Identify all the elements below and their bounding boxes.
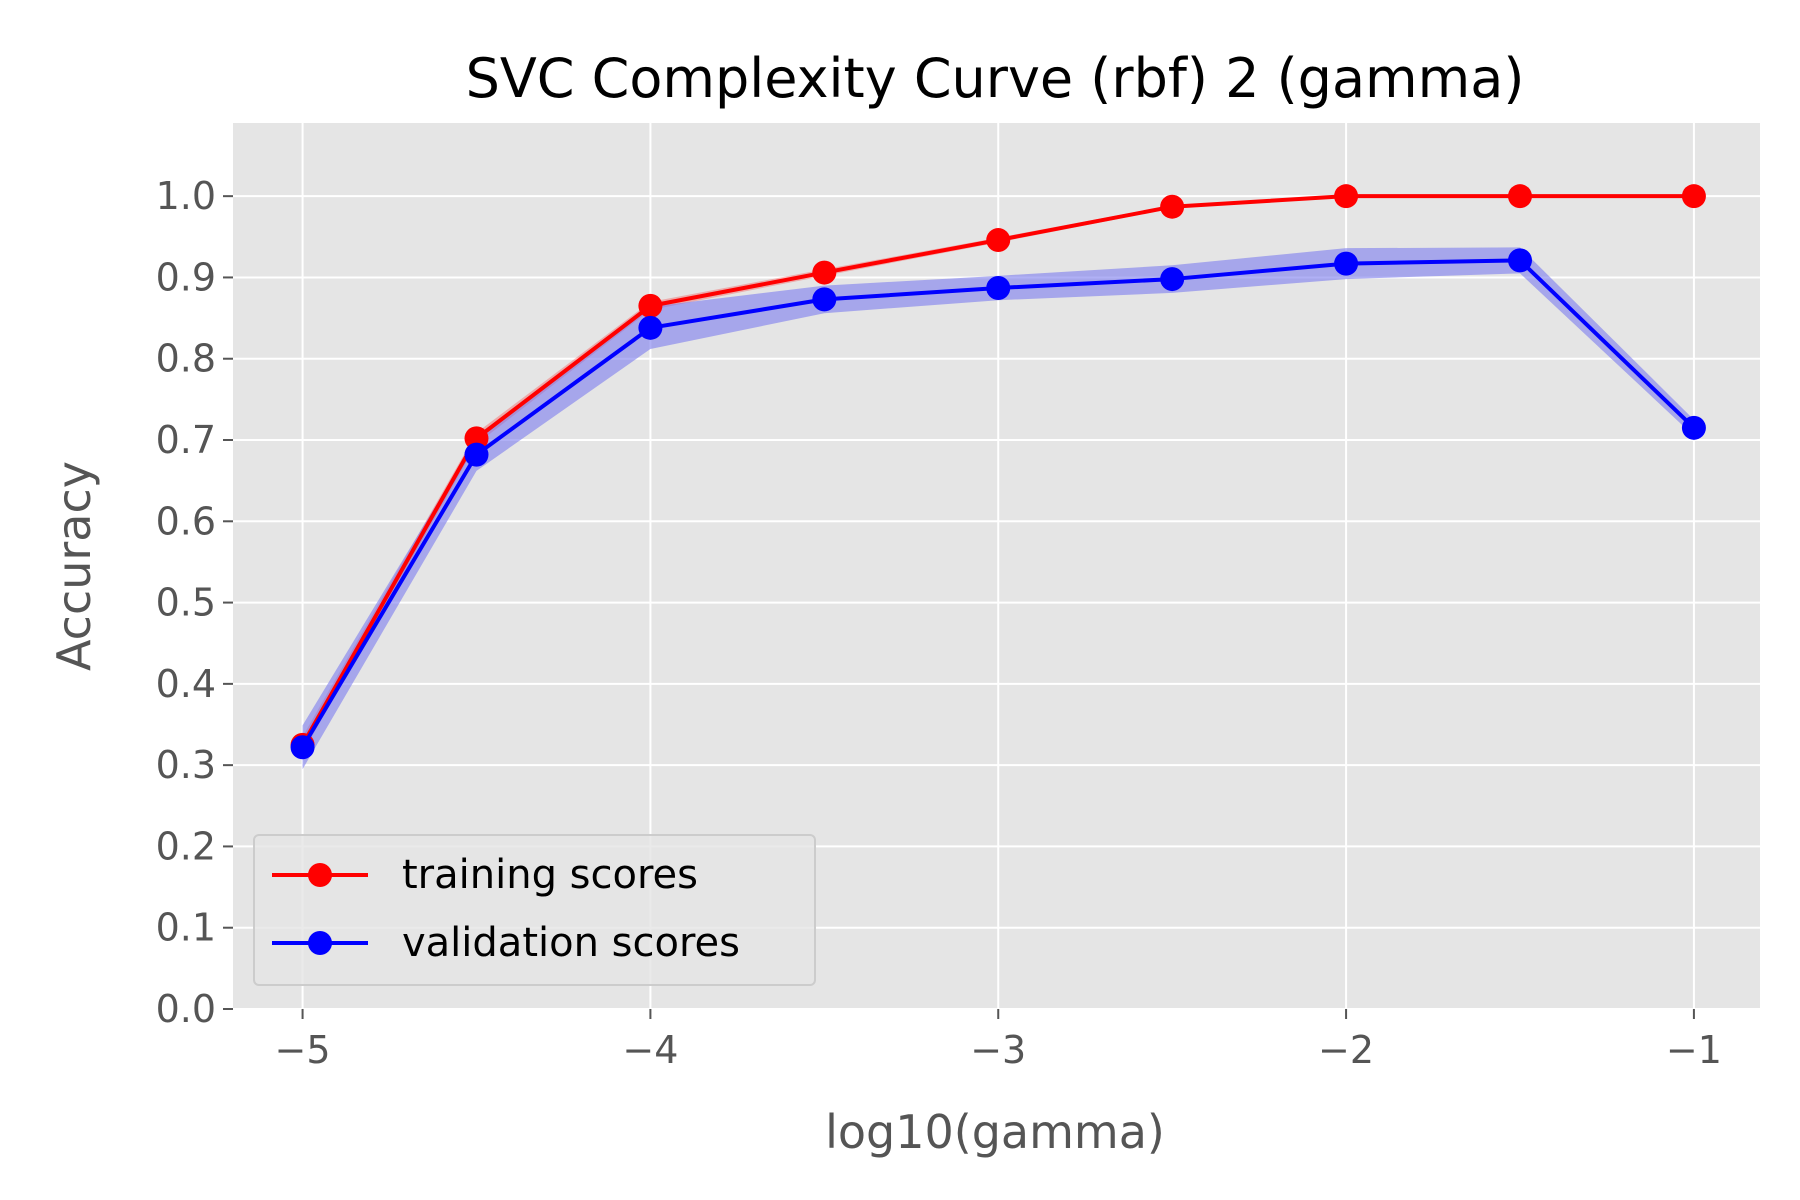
y-tick-label: 0.5	[156, 581, 216, 625]
legend-marker-validation	[308, 931, 332, 955]
y-tick-label: 0.8	[156, 337, 216, 381]
data-point-validation	[1334, 251, 1359, 276]
data-point-training	[1334, 184, 1359, 209]
legend-box	[253, 834, 816, 986]
data-point-validation	[1160, 267, 1185, 292]
band-validation	[302, 247, 1694, 770]
y-axis-label: Accuracy	[47, 461, 101, 671]
y-tick-label: 0.7	[156, 418, 216, 462]
data-point-training	[1681, 184, 1706, 209]
data-point-validation	[464, 442, 489, 467]
data-point-validation	[1681, 415, 1706, 440]
data-point-training	[638, 293, 663, 318]
y-tick-label: 1.0	[156, 174, 216, 218]
x-tick-label: −2	[1318, 1028, 1374, 1072]
legend-label-training: training scores	[402, 852, 698, 898]
y-tick-label: 0.1	[156, 906, 216, 950]
data-point-validation	[290, 735, 315, 760]
y-tick-label: 0.2	[156, 824, 216, 868]
data-point-validation	[638, 315, 663, 340]
x-tick-label: −4	[622, 1028, 678, 1072]
y-tick-label: 0.9	[156, 255, 216, 299]
y-tick-label: 0.3	[156, 743, 216, 787]
data-point-validation	[1507, 248, 1532, 273]
data-point-training	[1507, 184, 1532, 209]
band-layer	[302, 196, 1694, 770]
legend: training scores validation scores	[253, 834, 816, 986]
x-tick-label: −1	[1666, 1028, 1722, 1072]
x-tick-label: −3	[970, 1028, 1026, 1072]
ticks-layer: 0.0 0.1 0.2 0.3 0.4 0.5 0.6 0.7 0.8 0.9 1.0 −5 −4 −3 −…	[156, 174, 1722, 1072]
data-point-validation	[812, 287, 837, 312]
y-tick-label: 0.6	[156, 499, 216, 543]
chart-title: SVC Complexity Curve (rbf) 2 (gamma)	[466, 47, 1525, 110]
data-point-validation	[986, 276, 1011, 301]
data-point-training	[1160, 194, 1185, 219]
data-point-training	[986, 228, 1011, 253]
x-axis-label: log10(gamma)	[825, 1105, 1165, 1159]
series-layer	[290, 184, 1706, 760]
legend-marker-training	[308, 863, 332, 887]
legend-label-validation: validation scores	[402, 920, 740, 966]
data-point-training	[812, 260, 837, 285]
x-tick-label: −5	[275, 1028, 331, 1072]
y-tick-label: 0.0	[156, 987, 216, 1031]
y-tick-label: 0.4	[156, 662, 216, 706]
